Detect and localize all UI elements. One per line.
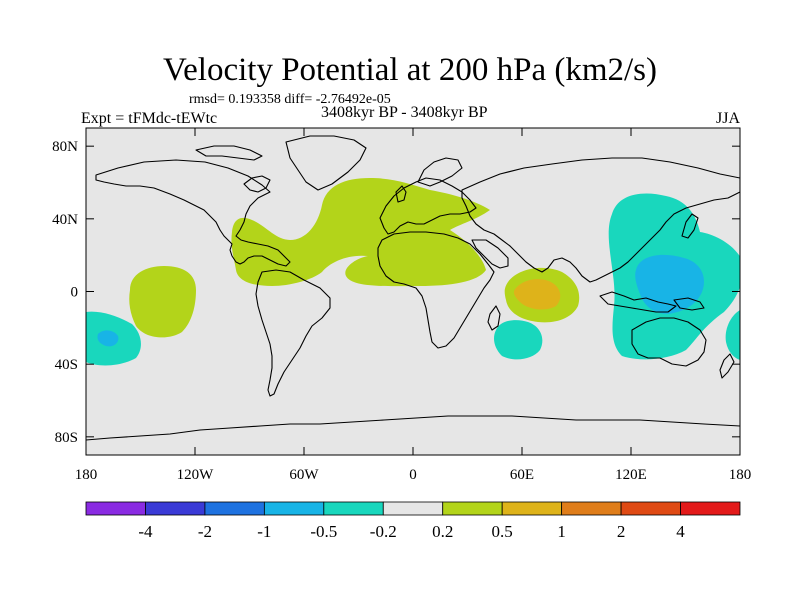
negative-anomaly-dateline-right [725,310,740,360]
coastline-new-zealand [719,353,735,379]
y-tick-label: 40S [55,357,78,373]
x-tick-label: 120E [615,467,647,483]
x-tick-label: 120W [177,467,215,483]
positive-anomaly-north-atlantic [231,178,491,287]
colorbar-label: 0.2 [432,522,453,541]
colorbar-swatch [442,501,503,516]
coastline-scandinavia [417,157,463,187]
y-tick-label: 80N [52,139,78,155]
x-tick-label: 0 [409,467,417,483]
colorbar-swatch [501,501,563,516]
positive-anomaly-east-africa-core [513,279,561,310]
shaded-anomaly-layer [86,178,740,366]
x-tick-label: 60W [289,467,319,483]
latitude-axis: 80N 40N 0 40S 80S [52,139,740,446]
coastline-hudson-bay [243,175,271,193]
negative-anomaly-east-pacific-core [97,330,119,347]
coastlines [86,135,740,441]
colorbar-label: -0.2 [370,522,397,541]
coastline-north-america [95,159,291,267]
colorbar-swatch [145,501,206,516]
y-tick-label: 40N [52,212,78,228]
colorbar-swatch [85,501,146,516]
colorbar-label: 2 [617,522,626,541]
colorbar-swatch [263,501,325,516]
colorbar-swatch [561,501,622,516]
colorbar-label: 1 [557,522,566,541]
x-tick-label: 60E [510,467,534,483]
coastline-japan [681,213,699,239]
positive-anomaly-equatorial-east-pacific [129,266,196,338]
coastline-arabia [471,239,509,269]
coastline-arctic-archipelago [195,145,263,161]
y-tick-label: 0 [71,285,79,301]
colorbar-swatch [323,501,384,516]
colorbar-swatch [204,501,265,516]
colorbar: -4 -2 -1 -0.5 -0.2 0.2 0.5 1 2 4 [85,501,741,541]
colorbar-label: -2 [198,522,212,541]
coastline-africa [377,231,495,349]
colorbar-swatch [382,501,444,516]
colorbar-label: -0.5 [310,522,337,541]
coastline-antarctica [86,415,740,441]
colorbar-swatch [620,501,681,516]
experiment-label: Expt = tFMdc-tEWtc [81,110,218,127]
longitude-axis: 180 120W 60W 0 60E 120E 180 [75,128,752,483]
x-tick-label: 180 [75,467,98,483]
coastline-greenland [285,135,367,191]
coastline-australia [631,317,707,367]
coastline-south-america [255,269,331,397]
coastline-madagascar [487,305,501,331]
coastline-asia [461,157,740,283]
colorbar-label: 4 [676,522,685,541]
season-label: JJA [715,110,740,127]
x-tick-label: 180 [729,467,752,483]
coastline-new-guinea [673,297,705,311]
coastline-indonesia [599,291,677,313]
colorbar-label: -4 [138,522,153,541]
y-tick-label: 80S [55,430,78,446]
plot-title: Velocity Potential at 200 hPa (km2/s) [162,52,658,88]
time-period-label: 3408kyr BP - 3408kyr BP [321,104,488,121]
colorbar-label: 0.5 [492,522,513,541]
coastline-british-isles [395,185,407,203]
coastline-europe [379,177,477,235]
colorbar-label: -1 [257,522,271,541]
rmsd-diff-stats: rmsd= 0.193358 diff= -2.76492e-05 [189,92,391,107]
negative-anomaly-south-indian-ocean [494,320,543,360]
negative-anomaly-west-pacific-core [635,254,704,314]
colorbar-swatch [680,501,741,516]
